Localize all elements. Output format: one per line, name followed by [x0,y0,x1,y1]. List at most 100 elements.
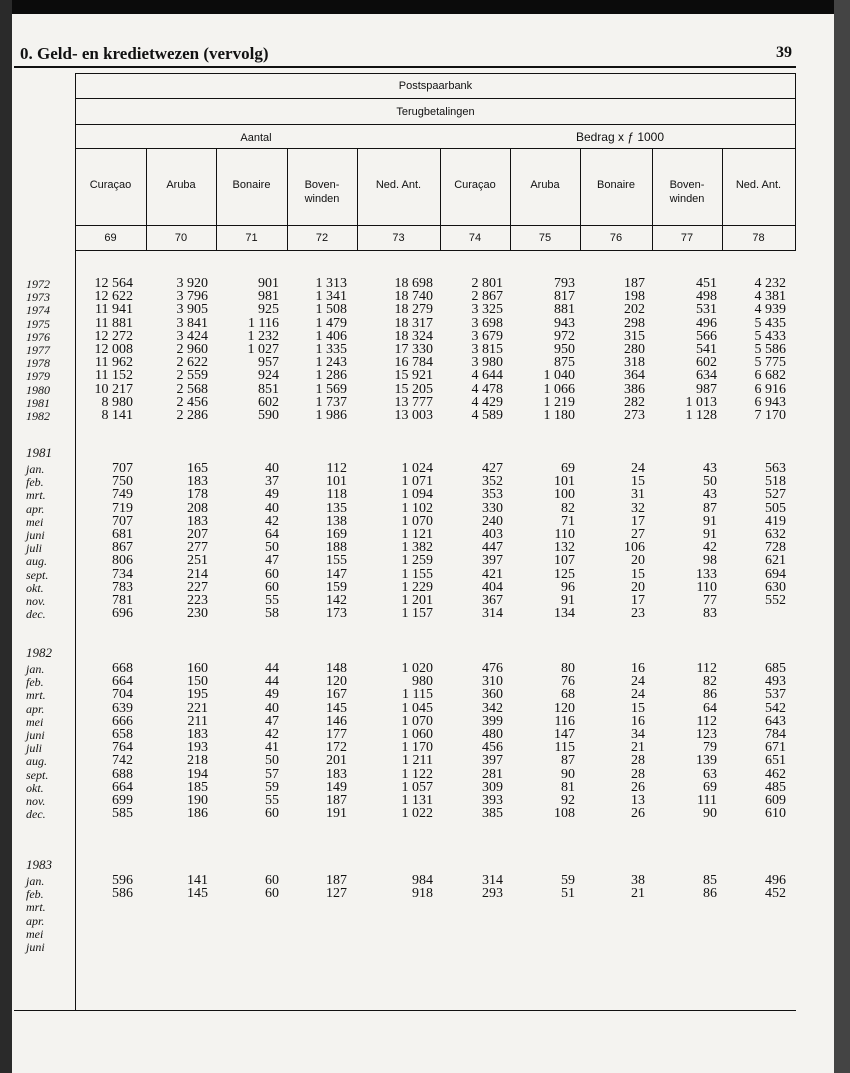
cell: 82 [561,500,575,516]
cell: 925 [258,302,279,318]
table-rule [14,1010,796,1011]
table-rule [652,148,653,251]
cell: 2 568 [176,381,209,397]
cell: 6 916 [754,381,787,397]
column-number: 69 [104,232,117,244]
cell: 150 [187,674,208,690]
cell: 399 [482,713,503,729]
cell: 2 960 [176,342,209,357]
cell: 85 [703,873,717,888]
cell: 537 [765,687,786,703]
cell: 875 [554,355,575,371]
column-header: Aruba [166,179,196,191]
cell: 155 [326,553,347,569]
cell: 750 [112,474,133,490]
cell: 42 [265,727,279,742]
cell: 16 784 [394,355,434,371]
cell: 2 867 [471,289,504,305]
cell: 5 433 [754,328,787,344]
row-label: mrt. [26,900,46,915]
cell: 11 962 [95,355,133,371]
cell: 101 [326,474,347,490]
row-label: nov. [26,794,46,808]
cell: 685 [765,661,786,676]
table-rule [722,148,723,251]
cell: 169 [326,527,347,542]
cell: 1 045 [401,700,434,716]
cell: 1 243 [315,355,348,371]
cell: 60 [265,886,279,902]
row-label: aug. [26,754,47,769]
table-caption: Postspaarbank [398,80,473,92]
cell: 15 205 [394,381,434,397]
cell: 230 [187,606,208,622]
cell: 23 [631,606,645,622]
cell: 55 [265,793,279,808]
column-header: Bonaire [597,179,635,191]
cell: 44 [265,661,279,676]
cell: 24 [631,461,645,476]
cell: 1 022 [401,806,434,822]
section-heading: 1982 [26,645,52,660]
cell: 541 [696,342,717,357]
cell: 145 [187,886,208,902]
table-rule [440,148,441,251]
cell: 427 [482,461,503,476]
row-label: 1972 [26,277,50,291]
cell: 42 [703,540,717,556]
cell: 542 [765,700,786,716]
cell: 13 003 [394,408,434,423]
cell: 793 [554,276,575,291]
cell: 172 [326,740,347,756]
table-rule [510,148,511,251]
cell: 112 [696,661,717,676]
cell: 86 [703,886,717,902]
cell: 202 [624,302,645,318]
column-number: 78 [752,232,765,244]
cell: 950 [554,342,575,357]
cell: 1 122 [401,766,434,782]
cell: 476 [482,661,503,676]
cell: 981 [258,289,279,305]
cell: 177 [326,727,347,742]
top-edge [0,0,850,14]
cell: 160 [187,661,208,676]
table-rule [75,98,796,99]
cell: 728 [765,540,786,556]
cell: 1 479 [315,315,348,331]
cell: 183 [326,766,347,782]
column-number: 77 [680,232,694,244]
cell: 518 [765,474,786,490]
cell: 1 382 [401,540,434,556]
row-label: feb. [26,475,44,490]
cell: 187 [326,873,347,888]
table-rule [287,148,288,251]
row-label: aug. [26,554,47,569]
cell: 4 478 [471,381,504,397]
cell: 1 131 [401,793,434,808]
cell: 651 [765,753,786,769]
cell: 173 [326,606,347,622]
cell: 1 313 [315,276,348,291]
cell: 6 943 [754,394,787,410]
row-label: 1973 [26,290,50,305]
cell: 18 279 [394,302,434,318]
cell: 37 [265,474,279,490]
cell: 531 [696,302,717,318]
table-rule [580,148,581,251]
cell: 149 [326,779,347,795]
cell: 4 429 [471,394,504,410]
cell: 80 [561,661,575,676]
cell: 8 980 [101,394,134,410]
cell: 183 [187,513,208,529]
row-label: mrt. [26,688,46,703]
cell: 1 219 [543,394,576,410]
cell: 16 [631,713,645,729]
cell: 664 [112,674,133,690]
cell: 314 [482,873,503,888]
cell: 806 [112,553,133,569]
cell: 280 [624,342,645,357]
cell: 100 [554,487,575,503]
cell: 60 [265,873,279,888]
cell: 666 [112,713,133,729]
